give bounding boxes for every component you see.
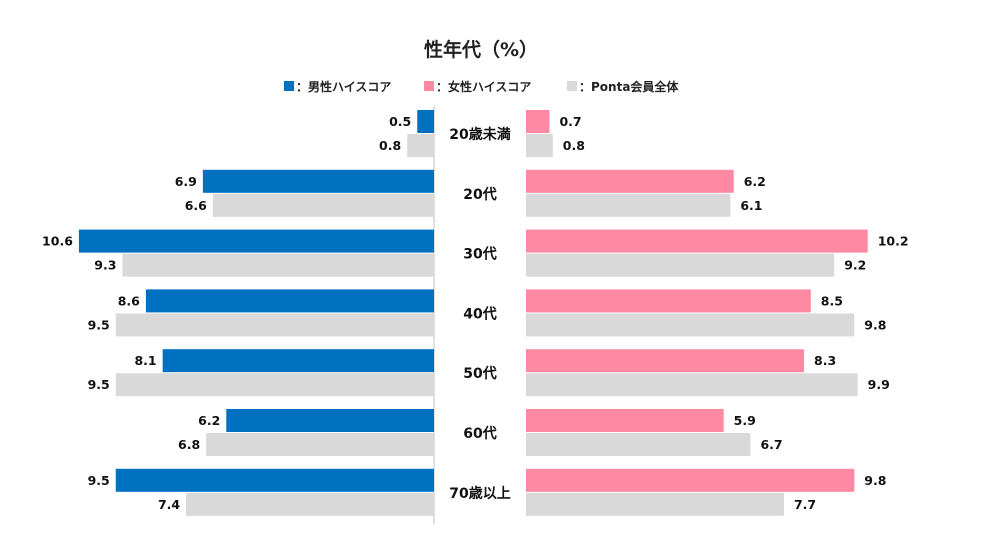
left-bar-series-0-3 [78, 229, 435, 253]
left-bar-series-0-2 [202, 169, 434, 193]
left-bar-ponta-6 [206, 433, 434, 456]
category-label-7: 70歳以上 [449, 485, 510, 502]
right-bar-ponta-2 [526, 193, 731, 217]
left-value-label-series-0-6: 6.2 [198, 413, 220, 428]
legend-swatch-3 [567, 81, 577, 91]
right-bar-ponta-4 [526, 313, 855, 337]
right-bars-group: 0.7 0.8 6.2 6.1 10.2 9.2 8.5 9.8 8.3 9.9 5.9 6.7 9.8… [526, 110, 909, 516]
left-value-label-ponta-4: 9.5 [88, 317, 110, 332]
left-value-label-series-0-7: 9.5 [88, 473, 110, 488]
left-bars-group: 0.5 0.8 6.9 6.6 10.6 9.3 8.6 9.5 8.1 9.5 6.2 6.8 9.5… [42, 110, 435, 516]
right-value-label-series-0-5: 8.3 [814, 353, 836, 368]
right-value-label-ponta-3: 9.2 [844, 258, 866, 273]
right-bar-series-0-7 [526, 468, 855, 492]
left-value-label-ponta-2: 6.6 [185, 198, 207, 213]
right-value-label-ponta-7: 7.7 [794, 497, 816, 512]
category-label-3: 30代 [463, 246, 496, 263]
right-value-label-ponta-1: 0.8 [563, 138, 585, 153]
right-value-label-series-0-1: 0.7 [559, 114, 581, 129]
legend-label-1: ：男性ハイスコア [296, 79, 391, 94]
right-value-label-series-0-7: 9.8 [864, 473, 886, 488]
right-bar-ponta-6 [526, 433, 751, 456]
category-label-2: 20代 [463, 186, 496, 203]
left-value-label-ponta-7: 7.4 [158, 497, 180, 512]
right-bar-series-0-4 [526, 289, 811, 313]
right-bar-ponta-3 [526, 253, 835, 277]
right-bar-series-0-1 [526, 110, 550, 133]
right-bar-ponta-1 [526, 134, 553, 157]
right-value-label-series-0-3: 10.2 [878, 234, 909, 249]
left-bar-ponta-4 [115, 313, 434, 337]
legend-swatch-1 [284, 81, 294, 91]
right-bar-series-0-3 [526, 229, 868, 253]
left-value-label-series-0-2: 6.9 [175, 174, 197, 189]
left-value-label-series-0-5: 8.1 [134, 353, 156, 368]
left-bar-ponta-5 [115, 373, 434, 397]
legend: ：男性ハイスコア ：女性ハイスコア ：Ponta会員全体 [284, 79, 679, 94]
left-bar-series-0-7 [115, 468, 434, 492]
left-value-label-ponta-1: 0.8 [379, 138, 401, 153]
right-value-label-ponta-2: 6.1 [740, 198, 762, 213]
legend-label-2: ：女性ハイスコア [436, 79, 531, 94]
category-label-5: 50代 [463, 365, 496, 382]
left-value-label-ponta-5: 9.5 [88, 377, 110, 392]
right-value-label-ponta-5: 9.9 [868, 377, 890, 392]
category-label-4: 40代 [463, 305, 496, 322]
left-value-label-series-0-3: 10.6 [42, 234, 73, 249]
left-bar-series-0-1 [417, 110, 434, 133]
right-value-label-ponta-6: 6.7 [760, 437, 782, 452]
left-value-label-series-0-1: 0.5 [389, 114, 411, 129]
right-value-label-series-0-4: 8.5 [821, 293, 843, 308]
right-bar-series-0-5 [526, 349, 805, 373]
left-value-label-ponta-3: 9.3 [94, 258, 116, 273]
right-bar-series-0-2 [526, 169, 734, 193]
right-value-label-series-0-6: 5.9 [734, 413, 756, 428]
left-bar-series-0-5 [162, 349, 434, 373]
left-value-label-series-0-4: 8.6 [118, 293, 140, 308]
left-bar-series-0-4 [145, 289, 434, 313]
category-labels: 20歳未満 20代 30代 40代 50代 60代 70歳以上 [449, 126, 510, 502]
left-bar-ponta-2 [212, 193, 434, 217]
category-label-1: 20歳未満 [449, 126, 510, 143]
chart-title: 性年代（%） [424, 38, 538, 61]
right-value-label-series-0-2: 6.2 [744, 174, 766, 189]
right-value-label-ponta-4: 9.8 [864, 317, 886, 332]
left-bar-ponta-7 [186, 492, 434, 516]
legend-label-3: ：Ponta会員全体 [579, 79, 679, 94]
category-label-6: 60代 [463, 425, 496, 442]
left-value-label-ponta-6: 6.8 [178, 437, 200, 452]
left-bar-ponta-1 [407, 134, 434, 157]
right-bar-series-0-6 [526, 409, 724, 432]
right-bar-ponta-7 [526, 492, 784, 516]
right-bar-ponta-5 [526, 373, 858, 397]
legend-swatch-2 [424, 81, 434, 91]
left-bar-series-0-6 [226, 409, 434, 432]
left-bar-ponta-3 [122, 253, 434, 277]
